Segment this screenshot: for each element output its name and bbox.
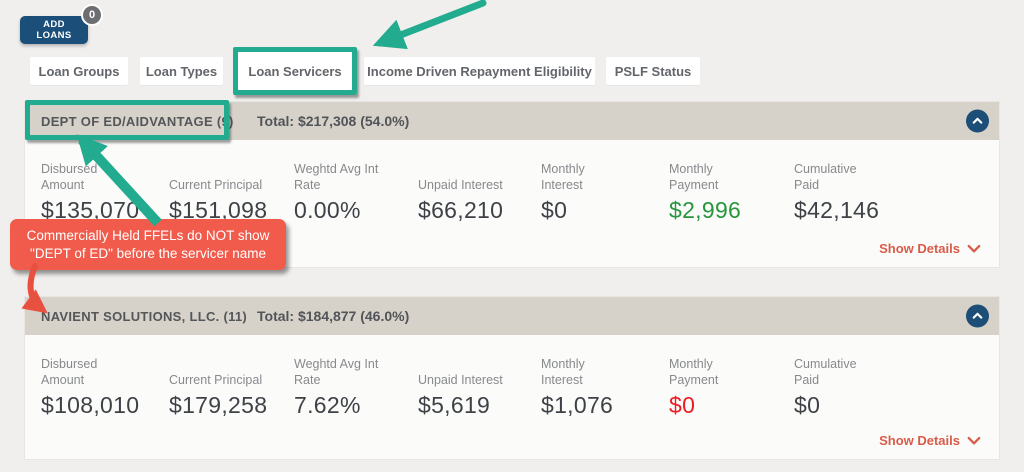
arrow-to-loan-servicers-tab	[372, 0, 487, 50]
metric-cumulative-paid: Cumulative Paid $42,146	[794, 159, 924, 224]
metric-current-principal: Current Principal $179,258	[169, 354, 294, 419]
metric-monthly-interest: Monthly Interest $1,076	[541, 354, 669, 419]
metric-value: $66,210	[418, 197, 504, 223]
servicer-card-header: NAVIENT SOLUTIONS, LLC. (11) Total: $184…	[25, 297, 999, 335]
annotation-note: Commercially Held FFELs do NOT show "DEP…	[10, 219, 286, 270]
metric-value: $5,619	[418, 392, 491, 418]
metric-value: $0	[541, 197, 568, 223]
metric-value: $1,076	[541, 392, 614, 418]
metric-value: $0	[669, 392, 696, 418]
tab-loan-servicers[interactable]: Loan Servicers	[238, 52, 352, 90]
chevron-down-icon	[967, 436, 981, 446]
servicer-total: Total: $217,308 (54.0%)	[257, 113, 410, 129]
metric-disbursed-amount: Disbursed Amount $108,010	[41, 354, 169, 419]
metric-value: $108,010	[41, 392, 140, 418]
metric-monthly-payment: Monthly Payment $0	[669, 354, 794, 419]
metric-unpaid-interest: Unpaid Interest $66,210	[418, 159, 541, 224]
tab-pslf-status[interactable]: PSLF Status	[606, 57, 700, 85]
metric-weighted-avg-int-rate: Weghtd Avg Int Rate 7.62%	[294, 354, 418, 419]
show-details-link[interactable]: Show Details	[879, 241, 981, 256]
show-details-link[interactable]: Show Details	[879, 433, 981, 448]
servicer-card-header: DEPT OF ED/AIDVANTAGE (9) Total: $217,30…	[25, 102, 999, 140]
tab-income-driven-repayment-eligibility[interactable]: Income Driven Repayment Eligibility	[364, 57, 595, 85]
servicer-total: Total: $184,877 (46.0%)	[257, 308, 410, 324]
servicer-card-navient: NAVIENT SOLUTIONS, LLC. (11) Total: $184…	[24, 296, 1000, 460]
metric-monthly-payment: Monthly Payment $2,996	[669, 159, 794, 224]
collapse-button[interactable]	[966, 109, 989, 133]
metric-value: $2,996	[669, 197, 742, 223]
metric-unpaid-interest: Unpaid Interest $5,619	[418, 354, 541, 419]
metric-value: $179,258	[169, 392, 268, 418]
collapse-button[interactable]	[966, 304, 989, 328]
servicer-name: NAVIENT SOLUTIONS, LLC. (11)	[41, 308, 248, 324]
tab-loan-types[interactable]: Loan Types	[140, 57, 223, 85]
servicer-metrics: Disbursed Amount $108,010 Current Princip…	[25, 335, 999, 419]
chevron-up-icon	[971, 115, 984, 128]
metric-current-principal: Current Principal $151,098	[169, 159, 294, 224]
metric-value: 0.00%	[294, 197, 361, 223]
metric-cumulative-paid: Cumulative Paid $0	[794, 354, 924, 419]
tab-loan-groups[interactable]: Loan Groups	[30, 57, 128, 85]
chevron-up-icon	[971, 310, 984, 323]
metric-value: $0	[794, 392, 821, 418]
metric-monthly-interest: Monthly Interest $0	[541, 159, 669, 224]
servicer-metrics: Disbursed Amount $135,070 Current Princip…	[25, 140, 999, 224]
metric-value: $42,146	[794, 197, 880, 223]
metric-value: $151,098	[169, 197, 268, 223]
metric-value: 7.62%	[294, 392, 361, 418]
loan-count-badge: 0	[81, 4, 103, 26]
chevron-down-icon	[967, 244, 981, 254]
servicer-name: DEPT OF ED/AIDVANTAGE (9)	[41, 113, 234, 129]
add-loans-button[interactable]: ADD LOANS	[20, 16, 88, 44]
metric-disbursed-amount: Disbursed Amount $135,070	[41, 159, 169, 224]
metric-weighted-avg-int-rate: Weghtd Avg Int Rate 0.00%	[294, 159, 418, 224]
